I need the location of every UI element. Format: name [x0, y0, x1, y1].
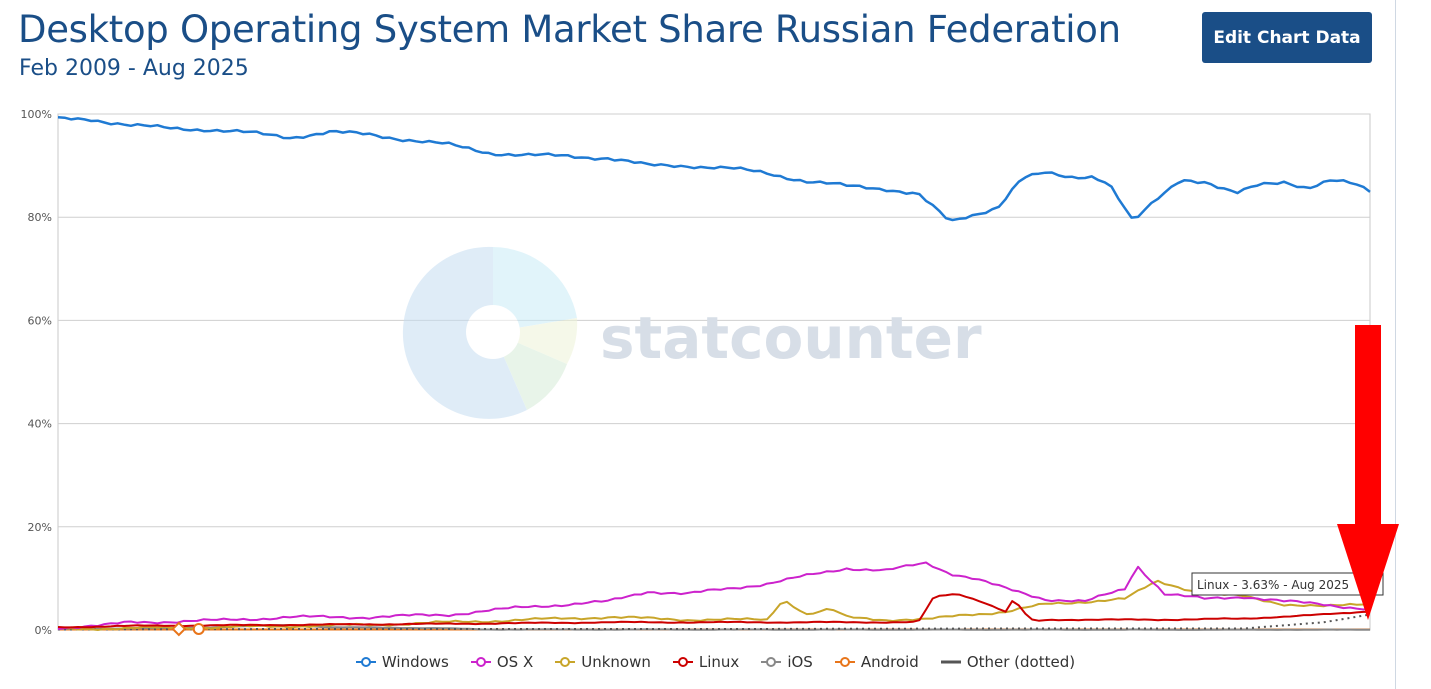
page-subtitle: Feb 2009 - Aug 2025	[19, 56, 249, 81]
legend-item-other-dotted[interactable]: Other (dotted)	[940, 653, 1076, 671]
right-divider	[1395, 0, 1396, 689]
y-tick-label: 100%	[21, 108, 52, 121]
legend-label: Linux	[698, 653, 740, 671]
y-tick-label: 20%	[28, 521, 52, 534]
legend-item-os-x[interactable]: OS X	[470, 653, 534, 671]
y-tick-label: 40%	[28, 418, 52, 431]
legend-circle-icon	[672, 657, 693, 667]
legend-circle-icon	[355, 657, 376, 667]
legend-circle-icon	[834, 657, 855, 667]
series-line-other-dotted[interactable]	[58, 613, 1371, 631]
page-title: Desktop Operating System Market Share Ru…	[18, 8, 1121, 51]
market-share-chart: statcounter 0% 20% 40% 60% 80% 100% Linux - 3…	[21, 108, 1399, 637]
legend-circle-icon	[761, 657, 782, 667]
y-tick-label: 0%	[35, 624, 52, 637]
red-down-arrow-icon	[1337, 325, 1399, 620]
chart-grid	[57, 113, 1371, 631]
legend-item-unknown[interactable]: Unknown	[555, 653, 651, 671]
legend-label: Other (dotted)	[966, 653, 1076, 671]
annotation-arrow	[1337, 325, 1399, 620]
chart-tooltip: Linux - 3.63% - Aug 2025	[1191, 572, 1384, 596]
android-circle-marker[interactable]	[192, 622, 205, 635]
legend-circle-icon	[470, 657, 491, 667]
series-line-os-x[interactable]	[57, 561, 1371, 631]
legend-label: Windows	[381, 653, 449, 671]
edit-chart-data-button[interactable]: Edit Chart Data	[1202, 12, 1372, 63]
android-diamond-marker[interactable]	[171, 621, 187, 637]
statcounter-logo-icon	[402, 246, 578, 419]
watermark-text: statcounter	[600, 304, 982, 372]
legend-item-windows[interactable]: Windows	[355, 653, 449, 671]
legend-label: Android	[860, 653, 919, 671]
series-line-linux[interactable]	[57, 593, 1370, 629]
y-axis: 0% 20% 40% 60% 80% 100%	[21, 108, 52, 637]
legend-item-ios[interactable]: iOS	[761, 653, 813, 671]
tooltip-text: Linux - 3.63% - Aug 2025	[1197, 578, 1349, 592]
y-tick-label: 80%	[28, 211, 52, 224]
statcounter-watermark: statcounter	[402, 246, 982, 419]
legend-label: Unknown	[581, 653, 651, 671]
chart-markers	[171, 621, 205, 637]
legend-label: OS X	[496, 653, 534, 671]
legend-dash-icon	[940, 660, 961, 664]
series-line-windows[interactable]	[57, 115, 1371, 222]
legend-circle-icon	[555, 657, 576, 667]
plot-frame	[57, 113, 1371, 631]
y-tick-label: 60%	[28, 314, 52, 327]
series-line-unknown[interactable]	[57, 579, 1371, 631]
legend-item-android[interactable]: Android	[834, 653, 919, 671]
chart-legend: Windows OS X Unknown Linux iOS Android Other (…	[0, 650, 1431, 674]
legend-item-linux[interactable]: Linux	[672, 653, 740, 671]
tooltip-box	[1191, 572, 1384, 596]
chart-series	[57, 115, 1371, 631]
legend-label: iOS	[787, 653, 813, 671]
